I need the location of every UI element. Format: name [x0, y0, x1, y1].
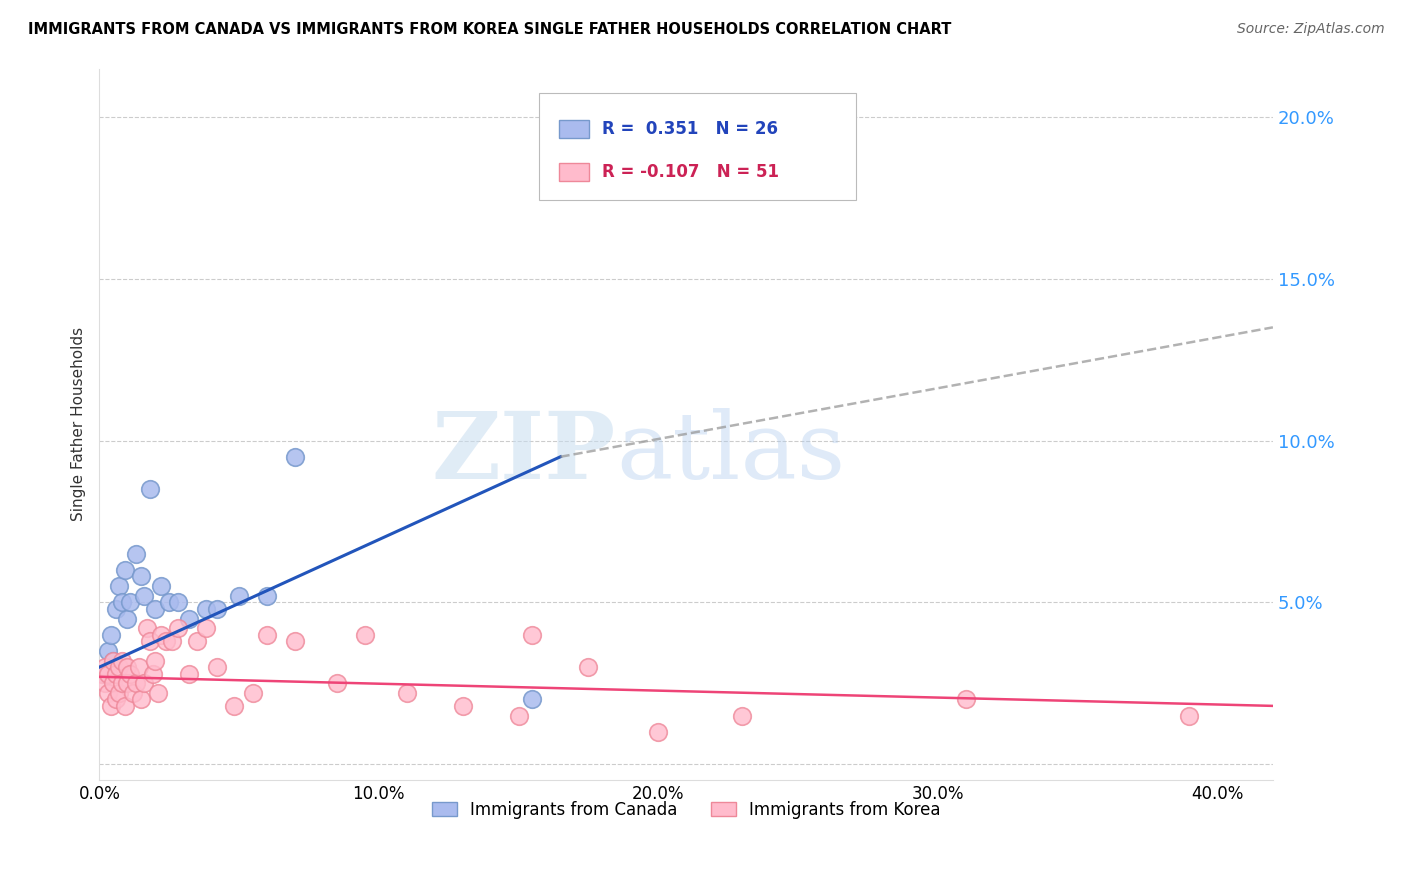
Point	[97, 686, 120, 700]
Point	[97, 644, 120, 658]
Point	[731, 110, 754, 124]
Point	[256, 589, 278, 603]
Point	[134, 589, 156, 603]
Point	[105, 692, 128, 706]
Text: ZIP: ZIP	[432, 408, 616, 498]
Point	[395, 686, 418, 700]
Point	[326, 676, 349, 690]
Point	[103, 676, 125, 690]
Point	[143, 602, 166, 616]
Point	[284, 634, 307, 648]
Point	[111, 654, 134, 668]
Point	[108, 686, 131, 700]
Point	[157, 595, 180, 609]
Point	[647, 724, 669, 739]
Point	[94, 666, 117, 681]
Point	[136, 621, 159, 635]
Point	[177, 666, 200, 681]
Point	[284, 450, 307, 464]
Point	[94, 660, 117, 674]
Point	[166, 595, 188, 609]
Point	[160, 634, 183, 648]
FancyBboxPatch shape	[540, 94, 856, 200]
Point	[138, 634, 160, 648]
FancyBboxPatch shape	[560, 120, 589, 137]
Text: atlas: atlas	[616, 408, 845, 498]
Point	[576, 660, 599, 674]
Point	[122, 686, 145, 700]
Legend: Immigrants from Canada, Immigrants from Korea: Immigrants from Canada, Immigrants from …	[425, 794, 948, 825]
Point	[166, 621, 188, 635]
Point	[114, 698, 136, 713]
Point	[155, 634, 177, 648]
Point	[97, 666, 120, 681]
Point	[125, 676, 148, 690]
Point	[228, 589, 250, 603]
Point	[451, 698, 474, 713]
Point	[194, 621, 217, 635]
Point	[105, 666, 128, 681]
Text: R =  0.351   N = 26: R = 0.351 N = 26	[602, 120, 778, 138]
Point	[146, 686, 169, 700]
Point	[522, 692, 544, 706]
Point	[222, 698, 245, 713]
Y-axis label: Single Father Households: Single Father Households	[72, 327, 86, 522]
Point	[100, 698, 122, 713]
Point	[111, 676, 134, 690]
Point	[94, 676, 117, 690]
Point	[731, 708, 754, 723]
Point	[256, 628, 278, 642]
Point	[105, 602, 128, 616]
Point	[128, 660, 150, 674]
Text: Source: ZipAtlas.com: Source: ZipAtlas.com	[1237, 22, 1385, 37]
Point	[177, 611, 200, 625]
Point	[120, 666, 142, 681]
FancyBboxPatch shape	[560, 163, 589, 180]
Point	[194, 602, 217, 616]
Point	[114, 563, 136, 577]
Point	[125, 547, 148, 561]
Point	[508, 708, 530, 723]
Point	[138, 482, 160, 496]
Point	[103, 654, 125, 668]
Point	[91, 666, 114, 681]
Point	[143, 654, 166, 668]
Point	[186, 634, 208, 648]
Point	[522, 628, 544, 642]
Point	[1178, 708, 1201, 723]
Point	[117, 660, 139, 674]
Point	[141, 666, 163, 681]
Text: R = -0.107   N = 51: R = -0.107 N = 51	[602, 162, 779, 181]
Point	[108, 660, 131, 674]
Point	[111, 595, 134, 609]
Point	[117, 611, 139, 625]
Point	[108, 579, 131, 593]
Point	[149, 628, 172, 642]
Point	[134, 676, 156, 690]
Point	[120, 595, 142, 609]
Point	[205, 660, 228, 674]
Point	[100, 628, 122, 642]
Point	[242, 686, 264, 700]
Point	[354, 628, 377, 642]
Point	[205, 602, 228, 616]
Point	[103, 654, 125, 668]
Point	[131, 692, 153, 706]
Point	[117, 676, 139, 690]
Point	[131, 569, 153, 583]
Point	[955, 692, 977, 706]
Point	[149, 579, 172, 593]
Text: IMMIGRANTS FROM CANADA VS IMMIGRANTS FROM KOREA SINGLE FATHER HOUSEHOLDS CORRELA: IMMIGRANTS FROM CANADA VS IMMIGRANTS FRO…	[28, 22, 952, 37]
